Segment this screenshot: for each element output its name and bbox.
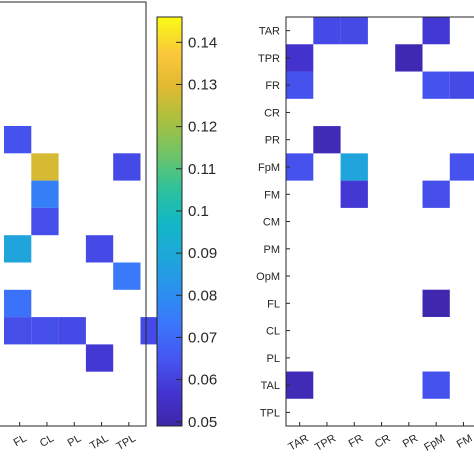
- right-y-tick-label: PM: [264, 244, 281, 256]
- left-heatmap-cell: [4, 126, 32, 154]
- colorbar-tick-label: 0.09: [188, 245, 217, 262]
- left-heatmap-cell: [4, 235, 32, 263]
- right-y-tick-label: PL: [267, 353, 280, 365]
- left-heatmap-cell: [58, 317, 86, 345]
- left-heatmap-cell: [113, 262, 141, 290]
- right-y-tick-label: CR: [264, 107, 280, 119]
- left-heatmap-cell: [31, 180, 59, 208]
- colorbar-gradient: [157, 17, 182, 426]
- right-heatmap-cell: [340, 17, 368, 45]
- right-y-tick-label: TAR: [259, 26, 280, 38]
- right-x-tick-label: FR: [347, 432, 366, 450]
- left-plot-frame: [0, 1, 147, 427]
- right-heatmap-cell: [422, 17, 450, 45]
- right-heatmap-cell: [340, 153, 368, 181]
- right-y-tick-label: PR: [265, 135, 280, 147]
- colorbar-frame: [156, 16, 183, 427]
- left-x-tick-label: CL: [38, 432, 56, 449]
- left-x-tick-label: PL: [66, 432, 84, 449]
- right-y-tick-label: TPL: [260, 407, 280, 419]
- right-x-tick-label: TPR: [313, 432, 338, 453]
- right-y-tick-label: TAL: [261, 380, 280, 392]
- right-y-tick-label: TPR: [258, 53, 280, 65]
- right-y-tick-label: CL: [266, 326, 280, 338]
- right-plot-frame: [285, 16, 474, 427]
- left-heatmap-cell: [113, 153, 141, 181]
- right-y-tick-label: CM: [263, 217, 280, 229]
- colorbar-tick-label: 0.06: [188, 372, 217, 389]
- right-heatmap-cell: [340, 180, 368, 208]
- right-x-tick-label: FpM: [422, 432, 447, 453]
- left-x-tick-label: TAL: [88, 432, 111, 452]
- colorbar-tick-label: 0.07: [188, 329, 217, 346]
- left-heatmap-cell: [4, 317, 32, 345]
- left-heatmap-cell: [31, 153, 59, 181]
- right-heatmap-cell: [422, 289, 450, 317]
- right-heatmap-cell: [313, 126, 341, 154]
- right-heatmap-cell: [422, 180, 450, 208]
- right-x-tick-label: TAR: [286, 432, 310, 453]
- right-heatmap-cell: [286, 153, 314, 181]
- left-heatmap-cell: [31, 317, 59, 345]
- right-heatmap-cell: [449, 153, 474, 181]
- right-x-tick-label: CR: [373, 432, 393, 450]
- colorbar-tick-label: 0.11: [188, 161, 216, 178]
- colorbar-tick-label: 0.13: [188, 76, 217, 93]
- right-heatmap-cell: [422, 71, 450, 99]
- right-heatmap-cell: [286, 371, 314, 399]
- right-heatmap-cell: [449, 71, 474, 99]
- colorbar-tick-label: 0.08: [188, 287, 217, 304]
- right-y-tick-label: FL: [267, 298, 280, 310]
- right-x-tick-label: FM: [455, 432, 474, 450]
- colorbar-tick-label: 0.12: [188, 119, 217, 136]
- left-x-tick-label: FL: [12, 432, 29, 449]
- colorbar-tick-label: 0.05: [188, 414, 217, 431]
- right-heatmap-cell: [422, 371, 450, 399]
- right-heatmap-cell: [286, 71, 314, 99]
- right-y-tick-label: FpM: [258, 162, 280, 174]
- left-x-tick-label: TPL: [114, 432, 137, 452]
- left-heatmap-cell: [4, 289, 32, 318]
- right-y-tick-label: OpM: [256, 271, 280, 283]
- colorbar: 0.14 0.13 0.12 0.11 0.1 0.09 0.08 0.07 0.06 0.05: [156, 16, 217, 431]
- right-x-tick-label: PR: [401, 432, 420, 450]
- right-heatmap-cell: [286, 44, 314, 72]
- right-heatmap-cell: [395, 44, 423, 72]
- colorbar-tick-label: 0.14: [188, 34, 217, 51]
- left-heatmap-cell: [85, 235, 114, 263]
- left-heatmap: FL CL PL TAL TPL: [0, 1, 168, 453]
- right-heatmap-cell: [313, 17, 341, 45]
- right-y-tick-label: FR: [265, 80, 280, 92]
- left-heatmap-cell: [31, 207, 59, 236]
- colorbar-tick-label: 0.1: [188, 203, 209, 220]
- left-heatmap-cell: [85, 344, 114, 372]
- right-y-tick-label: FM: [264, 189, 280, 201]
